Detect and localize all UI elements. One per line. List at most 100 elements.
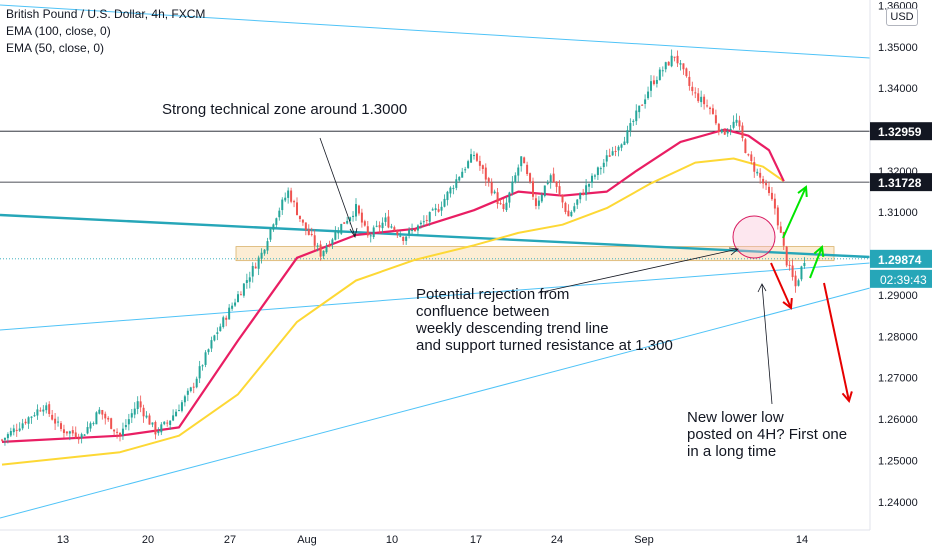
time-axis: 13 20 27 Aug 10 17 24 Sep 14 [0, 529, 870, 546]
time-tick-label: Aug [297, 534, 317, 546]
ema-100-legend[interactable]: EMA (100, close, 0) [6, 24, 111, 38]
bearish-arrow-1 [770, 262, 792, 309]
candle-body [349, 217, 352, 222]
candle-body [363, 221, 366, 226]
candle-body [92, 423, 95, 425]
candle-body [785, 246, 788, 266]
candle-body [186, 390, 189, 395]
candle-body [706, 105, 709, 107]
currency-button[interactable]: USD [886, 8, 918, 26]
candle-body [136, 401, 139, 409]
candle-body [508, 192, 511, 203]
candle-body [635, 110, 638, 122]
candle-body [48, 404, 51, 415]
price-badge-label: 1.31728 [878, 176, 922, 190]
price-tick-label: 1.28000 [878, 331, 918, 343]
candle-body [770, 192, 773, 200]
candle-body [514, 175, 517, 183]
candle-body [201, 365, 204, 367]
candle-body [555, 181, 558, 187]
candle-body [343, 222, 346, 224]
candle-body [667, 61, 670, 66]
candle-body [195, 378, 198, 388]
candle-body [189, 387, 192, 392]
candle-body [800, 266, 803, 280]
candle-body [304, 222, 307, 231]
candle-body [393, 227, 396, 231]
candle-body [15, 429, 18, 431]
candle-body [470, 154, 473, 163]
candle-body [213, 335, 216, 341]
candle-body [440, 206, 443, 211]
candle-body [113, 429, 116, 432]
candle-body [425, 219, 428, 221]
candle-body [567, 210, 570, 217]
drawings [319, 137, 853, 405]
candle-body [3, 437, 6, 440]
candle-body [532, 181, 534, 197]
rejection-annotation-line: weekly descending trend line [416, 320, 609, 337]
lower-low-pointer-line [761, 283, 773, 405]
candle-body [334, 231, 337, 240]
candle-body [490, 182, 493, 194]
candle-body [499, 203, 502, 205]
candle-body [331, 239, 334, 245]
candle-body [803, 262, 806, 267]
candle-body [237, 294, 239, 302]
rejection-pointer-arrowhead [728, 247, 739, 256]
time-tick-label: 24 [551, 534, 563, 546]
candle-body [526, 164, 529, 175]
price-tick-label: 1.34000 [878, 83, 918, 95]
candle-body [287, 190, 290, 198]
candle-body [89, 423, 92, 429]
candle-body [791, 265, 794, 278]
candle-body [576, 199, 579, 205]
time-tick-label: 13 [57, 534, 69, 546]
candle-body [487, 178, 490, 182]
candle-body [647, 91, 650, 99]
ema-lines [1, 128, 785, 466]
ema-50-legend[interactable]: EMA (50, close, 0) [6, 41, 105, 55]
candle-body [293, 201, 296, 203]
candle-body [723, 130, 726, 135]
candle-body [449, 187, 452, 194]
candle-body [588, 183, 591, 187]
candle-body [219, 326, 222, 332]
candle-body [768, 186, 770, 194]
candle-body [620, 144, 623, 148]
candle-body [608, 155, 611, 157]
candle-body [384, 217, 387, 222]
zone-pointer-arrowhead [349, 227, 358, 239]
candle-body [254, 266, 257, 269]
rejection-annotation-line: Potential rejection from [416, 286, 570, 303]
candle-body [6, 434, 9, 439]
ema-100-line [1, 157, 785, 466]
candle-body [673, 56, 676, 58]
price-badge-label: 1.32959 [878, 125, 922, 139]
candle-body [192, 386, 195, 388]
candle-body [765, 183, 768, 186]
candle-body [310, 233, 313, 235]
candles [1, 49, 806, 446]
candle-body [655, 79, 658, 84]
candle-body [638, 105, 641, 113]
price-tick-label: 1.25000 [878, 455, 918, 467]
candle-body [160, 424, 163, 433]
candle-body [782, 232, 785, 246]
candle-body [762, 178, 765, 184]
rejection-annotation: Potential rejection from confluence betw… [416, 286, 673, 354]
candle-body [372, 227, 375, 237]
candle-body [582, 193, 585, 195]
candle-body [738, 120, 741, 127]
symbol-title[interactable]: British Pound / U.S. Dollar, 4h, FXCM [6, 7, 206, 21]
candle-body [245, 280, 248, 283]
candle-body [45, 405, 48, 411]
candle-body [402, 236, 405, 241]
candle-body [520, 156, 523, 167]
candle-body [685, 68, 688, 77]
candle-body [231, 305, 234, 309]
candle-body [591, 175, 593, 183]
candle-body [605, 155, 608, 162]
